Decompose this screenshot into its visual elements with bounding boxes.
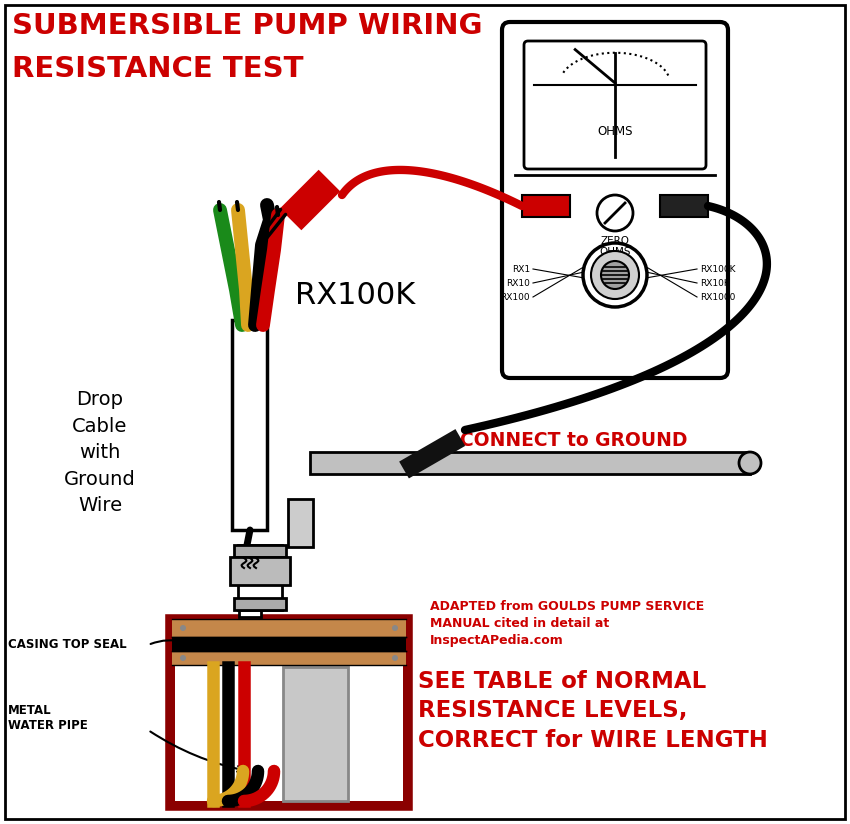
Bar xyxy=(234,545,286,557)
Text: SUBMERSIBLE PUMP WIRING: SUBMERSIBLE PUMP WIRING xyxy=(12,12,483,40)
Circle shape xyxy=(739,452,761,474)
Text: RESISTANCE TEST: RESISTANCE TEST xyxy=(12,55,303,83)
Circle shape xyxy=(583,243,647,307)
Bar xyxy=(172,637,406,651)
Circle shape xyxy=(597,195,633,231)
Bar xyxy=(310,452,750,474)
Text: RX10: RX10 xyxy=(506,279,530,288)
Text: ADAPTED from GOULDS PUMP SERVICE
MANUAL cited in detail at
InspectAPedia.com: ADAPTED from GOULDS PUMP SERVICE MANUAL … xyxy=(430,600,705,647)
FancyBboxPatch shape xyxy=(524,41,706,169)
Circle shape xyxy=(392,655,398,661)
Bar xyxy=(233,320,268,530)
Text: OHMS: OHMS xyxy=(598,125,632,138)
Text: RX1: RX1 xyxy=(512,265,530,274)
Circle shape xyxy=(392,625,398,631)
Text: Drop
Cable
with
Ground
Wire: Drop Cable with Ground Wire xyxy=(64,390,136,515)
Bar xyxy=(522,195,570,217)
Bar xyxy=(172,651,406,665)
Bar xyxy=(239,610,261,617)
Bar xyxy=(168,617,410,808)
Circle shape xyxy=(180,625,186,631)
Text: RX1000: RX1000 xyxy=(700,293,735,302)
Text: ZERO
OHMS: ZERO OHMS xyxy=(599,236,631,257)
Text: SEE TABLE of NORMAL
RESISTANCE LEVELS,
CORRECT for WIRE LENGTH: SEE TABLE of NORMAL RESISTANCE LEVELS, C… xyxy=(418,670,768,751)
Text: METAL
WATER PIPE: METAL WATER PIPE xyxy=(8,704,88,732)
Bar xyxy=(175,624,403,801)
Bar xyxy=(234,598,286,610)
Text: RX10K: RX10K xyxy=(700,279,730,288)
Circle shape xyxy=(601,261,629,289)
Bar xyxy=(660,195,708,217)
Text: CONNECT to GROUND: CONNECT to GROUND xyxy=(460,430,688,450)
Text: RX100K: RX100K xyxy=(700,265,735,274)
Text: RX100K: RX100K xyxy=(295,280,415,310)
Circle shape xyxy=(591,251,639,299)
Text: CASING TOP SEAL: CASING TOP SEAL xyxy=(8,639,127,652)
Bar xyxy=(172,619,406,637)
Bar xyxy=(283,667,348,801)
Bar xyxy=(230,557,290,585)
Text: RX100: RX100 xyxy=(501,293,530,302)
Bar xyxy=(238,545,282,610)
FancyBboxPatch shape xyxy=(502,22,728,378)
Bar xyxy=(288,499,313,547)
Circle shape xyxy=(180,655,186,661)
